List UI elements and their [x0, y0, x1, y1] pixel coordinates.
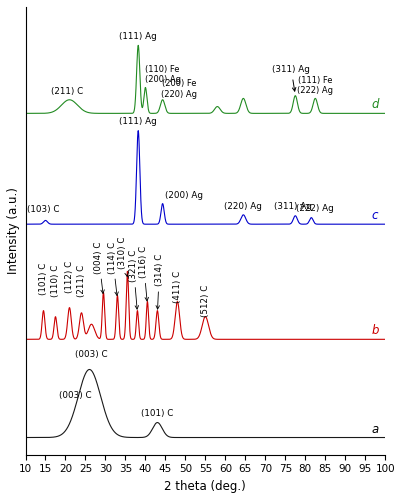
Text: (111) Ag: (111) Ag [119, 32, 157, 41]
Text: (310) C: (310) C [118, 236, 128, 277]
Text: (111) Ag: (111) Ag [119, 118, 157, 126]
Text: (220) Ag: (220) Ag [224, 202, 261, 211]
Text: (314) C: (314) C [154, 254, 164, 309]
Text: (101) C: (101) C [141, 408, 173, 418]
Text: (211) C: (211) C [51, 88, 83, 96]
Text: (411) C: (411) C [172, 271, 181, 304]
Text: (112) C: (112) C [65, 260, 74, 292]
Text: (321) C: (321) C [129, 250, 138, 309]
Text: a: a [371, 422, 378, 436]
Text: (222) Ag: (222) Ag [296, 204, 333, 213]
Text: (512) C: (512) C [200, 284, 209, 317]
Text: (200) Ag: (200) Ag [164, 191, 202, 200]
Text: (311) Ag: (311) Ag [272, 66, 310, 91]
Text: (116) C: (116) C [139, 246, 148, 301]
Text: b: b [371, 324, 378, 338]
Text: (111) Fe
(222) Ag: (111) Fe (222) Ag [297, 76, 332, 95]
Text: (103) C: (103) C [27, 205, 60, 214]
Text: c: c [371, 210, 377, 222]
Text: (200) Fe
(220) Ag: (200) Fe (220) Ag [161, 79, 197, 98]
Text: (211) C: (211) C [77, 264, 86, 297]
Y-axis label: Intensity (a.u.): Intensity (a.u.) [7, 188, 20, 274]
Text: (003) C: (003) C [75, 350, 107, 360]
Text: (003) C: (003) C [59, 391, 91, 400]
Text: (004) C: (004) C [94, 241, 104, 294]
Text: (110) Fe
(200) Ag: (110) Fe (200) Ag [144, 64, 180, 84]
Text: (114) C: (114) C [108, 242, 118, 296]
Text: (311) Ag: (311) Ag [274, 202, 312, 211]
X-axis label: 2 theta (deg.): 2 theta (deg.) [164, 480, 246, 493]
Text: (110) C: (110) C [51, 264, 60, 297]
Text: d: d [371, 98, 378, 112]
Text: (101) C: (101) C [39, 262, 48, 295]
